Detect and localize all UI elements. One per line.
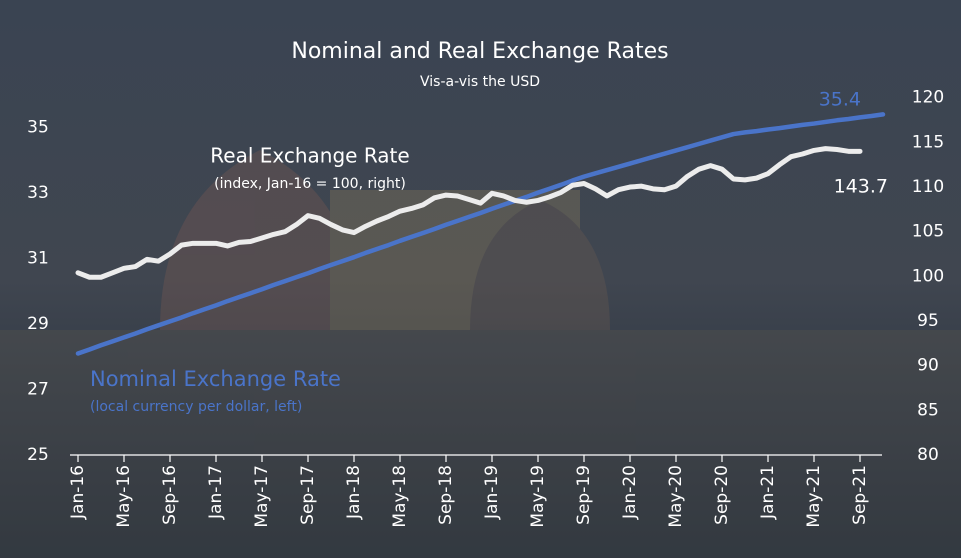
series-line (75, 112, 886, 356)
y-tick-label: 35 (27, 118, 49, 138)
y2-tick-label: 120 (912, 88, 944, 108)
x-tick-label: May-21 (804, 465, 824, 528)
x-tick-label: Jan-18 (344, 465, 364, 520)
x-tick-label: May-17 (252, 465, 272, 528)
chart-subtitle: Vis-a-vis the USD (420, 74, 540, 90)
x-tick-label: May-19 (528, 465, 548, 528)
y2-tick-label: 110 (912, 177, 944, 197)
y-tick-label: 31 (27, 249, 49, 269)
x-tick-label: Jan-17 (206, 465, 226, 520)
y-tick-label: 27 (27, 380, 49, 400)
y2-tick-label: 95 (917, 311, 939, 331)
x-tick-label: Sep-19 (574, 465, 594, 525)
y2-tick-label: 90 (917, 356, 939, 376)
end-label: 143.7 (834, 176, 888, 198)
x-tick-label: Jan-20 (620, 465, 640, 520)
y2-tick-label: 100 (912, 266, 944, 286)
x-tick-label: Sep-21 (850, 465, 870, 525)
x-tick-label: Jan-19 (482, 465, 502, 520)
y2-tick-label: 115 (912, 132, 944, 152)
x-tick-label: May-16 (114, 465, 134, 528)
series-note: (local currency per dollar, left) (90, 399, 302, 415)
background-photo (0, 150, 961, 558)
series-note: (index, Jan-16 = 100, right) (214, 176, 406, 192)
chart-title: Nominal and Real Exchange Rates (291, 39, 668, 64)
x-tick-label: Sep-18 (436, 465, 456, 525)
x-tick-label: Sep-16 (160, 465, 180, 525)
y-tick-label: 25 (27, 445, 49, 465)
x-tick-label: May-20 (666, 465, 686, 528)
y2-tick-label: 80 (917, 445, 939, 465)
end-label: 35.4 (819, 89, 861, 111)
y2-tick-label: 85 (917, 400, 939, 420)
series-annotation: Real Exchange Rate (210, 144, 409, 168)
y2-tick-label: 105 (912, 222, 944, 242)
y-tick-label: 33 (27, 183, 49, 203)
x-tick-label: Jan-21 (758, 465, 778, 520)
series-annotation: Nominal Exchange Rate (90, 367, 341, 391)
x-tick-label: May-18 (390, 465, 410, 528)
x-tick-label: Jan-16 (68, 465, 88, 520)
x-tick-label: Sep-17 (298, 465, 318, 525)
x-tick-label: Sep-20 (712, 465, 732, 525)
y-tick-label: 29 (27, 314, 49, 334)
series-line (75, 146, 863, 280)
